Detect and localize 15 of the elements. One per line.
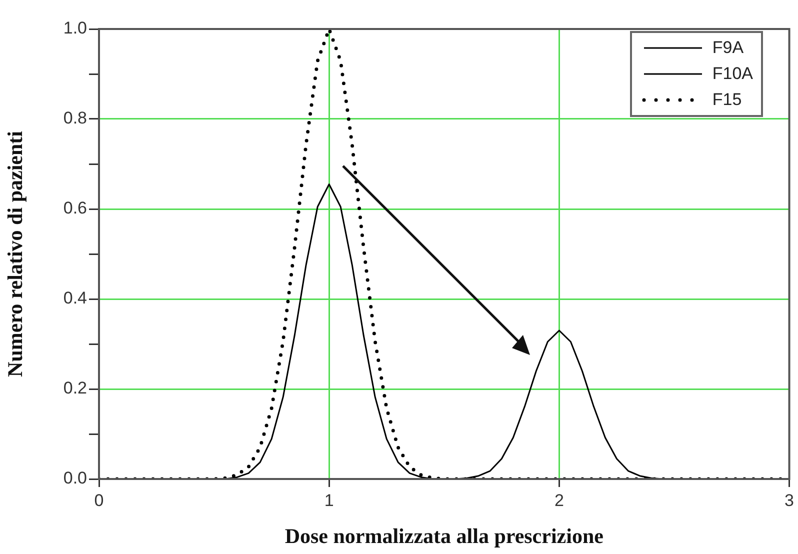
y-tick-label: 1.0 [63,18,87,38]
y-tick-label: 0.2 [63,378,87,398]
y-tick-label: 0.0 [63,468,87,488]
x-tick-label: 3 [784,490,794,510]
x-tick-label: 1 [324,490,334,510]
y-tick-label: 0.4 [63,288,87,308]
y-tick-label: 0.6 [63,198,87,218]
legend-label: F10A [712,64,753,84]
x-axis-title: Dose normalizzata alla prescrizione [284,524,604,548]
x-tick-label: 2 [554,490,564,510]
y-tick-label: 0.8 [63,108,87,128]
x-tick-label: 0 [94,490,104,510]
y-axis-title: Numero relativo di pazienti [3,130,28,377]
legend-label: F9A [712,38,744,58]
legend-label: F15 [712,90,742,110]
